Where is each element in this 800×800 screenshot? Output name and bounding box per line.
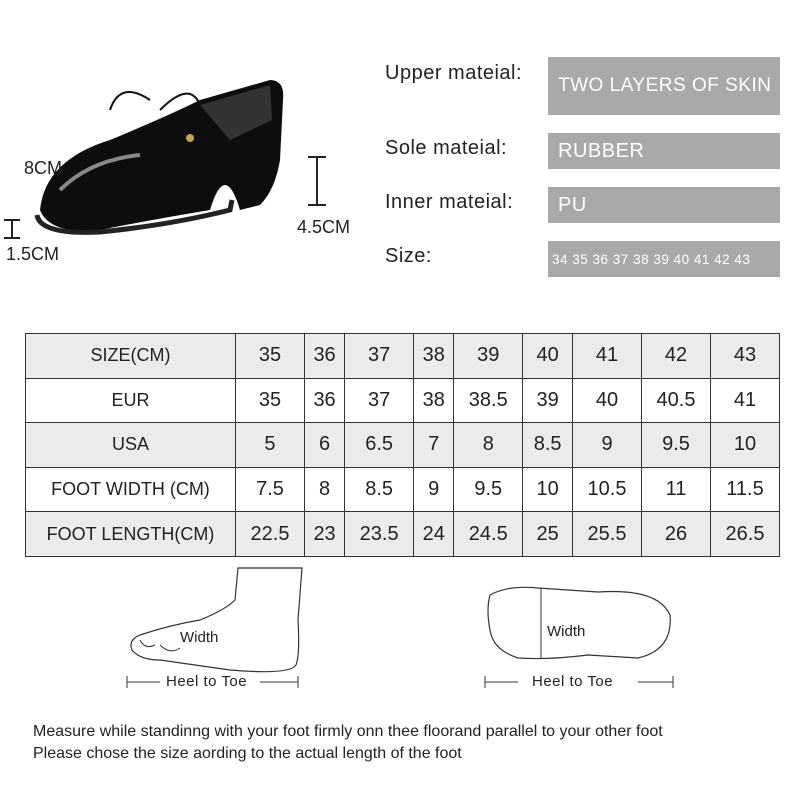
table-cell: 38: [413, 377, 455, 424]
row-header: FOOT LENGTH(CM): [25, 511, 236, 557]
table-cell: 22.5: [235, 511, 305, 557]
table-cell: 10: [522, 466, 574, 513]
upper-material-label: Upper mateial:: [385, 62, 523, 84]
shoe-image: [4, 80, 326, 239]
table-cell: 37: [344, 377, 415, 424]
table-cell: 8.5: [344, 466, 415, 513]
table-row: USA 5 6 6.5 7 8 8.5 9 9.5 10: [25, 422, 780, 468]
top-width-label: Width: [547, 623, 586, 640]
table-cell: 24.5: [453, 511, 524, 557]
table-row: FOOT WIDTH (CM) 7.5 8 8.5 9 9.5 10 10.5 11 11.5: [25, 466, 780, 513]
table-cell: 5: [235, 422, 305, 468]
table-cell: 9: [413, 466, 455, 513]
table-cell: 41: [710, 377, 780, 424]
table-cell: 39: [522, 377, 574, 424]
table-cell: 38: [413, 333, 455, 379]
table-cell: 40.5: [641, 377, 711, 424]
sole-material-label: Sole mateial:: [385, 137, 508, 159]
side-heel-to-toe-label: Heel to Toe: [166, 673, 248, 690]
top-heel-to-toe-label: Heel to Toe: [532, 673, 614, 690]
table-cell: 24: [413, 511, 455, 557]
shoe-height-label: 8CM: [24, 158, 63, 178]
row-header: SIZE(CM): [25, 333, 236, 379]
table-cell: 37: [344, 333, 415, 379]
measure-note: Measure while standinng with your foot f…: [33, 723, 663, 740]
table-cell: 42: [641, 333, 711, 379]
table-cell: 40: [522, 333, 574, 379]
side-foot-diagram: [126, 567, 303, 688]
table-cell: 41: [572, 333, 643, 379]
table-cell: 36: [303, 333, 346, 379]
table-cell: 36: [303, 377, 346, 424]
table-cell: 40: [572, 377, 643, 424]
table-cell: 11.5: [710, 466, 780, 513]
sole-material-value: RUBBER: [548, 133, 780, 169]
table-cell: 39: [453, 333, 524, 379]
table-cell: 10.5: [572, 466, 643, 513]
table-cell: 35: [235, 333, 305, 379]
table-cell: 8: [453, 422, 524, 468]
table-row: EUR 35 36 37 38 38.5 39 40 40.5 41: [25, 377, 780, 424]
top-foot-diagram: [484, 586, 674, 688]
table-cell: 7: [413, 422, 455, 468]
size-note: Please chose the size aording to the act…: [33, 745, 462, 762]
platform-height-label: 1.5CM: [6, 244, 60, 264]
table-cell: 23.5: [344, 511, 415, 557]
table-cell: 7.5: [235, 466, 305, 513]
table-cell: 8.5: [522, 422, 574, 468]
table-cell: 9.5: [453, 466, 524, 513]
table-cell: 23: [303, 511, 346, 557]
row-header: FOOT WIDTH (CM): [25, 466, 236, 513]
upper-material-value: TWO LAYERS OF SKIN: [548, 57, 780, 115]
table-cell: 10: [710, 422, 780, 468]
table-cell: 6.5: [344, 422, 415, 468]
inner-material-label: Inner mateial:: [385, 191, 514, 213]
table-row: FOOT LENGTH(CM) 22.5 23 23.5 24 24.5 25 25.5 26 2…: [25, 511, 780, 557]
row-header: USA: [25, 422, 236, 468]
size-chart-table: SIZE(CM) 35 36 37 38 39 40 41 42 43 EUR 35 36 37 38 38.…: [25, 333, 780, 557]
size-range-value: 34 35 36 37 38 39 40 41 42 43: [548, 241, 780, 277]
table-cell: 26.5: [710, 511, 780, 557]
size-label: Size:: [385, 245, 432, 267]
table-cell: 9.5: [641, 422, 711, 468]
table-cell: 9: [572, 422, 643, 468]
table-cell: 26: [641, 511, 711, 557]
table-cell: 25: [522, 511, 574, 557]
table-cell: 8: [303, 466, 346, 513]
row-header: EUR: [25, 377, 236, 424]
side-width-label: Width: [180, 629, 219, 646]
inner-material-value: PU: [548, 187, 780, 223]
heel-height-label: 4.5CM: [297, 217, 351, 237]
table-row: SIZE(CM) 35 36 37 38 39 40 41 42 43: [25, 333, 780, 379]
table-cell: 11: [641, 466, 711, 513]
table-cell: 6: [303, 422, 346, 468]
table-cell: 38.5: [453, 377, 524, 424]
table-cell: 35: [235, 377, 305, 424]
table-cell: 25.5: [572, 511, 643, 557]
table-cell: 43: [710, 333, 780, 379]
